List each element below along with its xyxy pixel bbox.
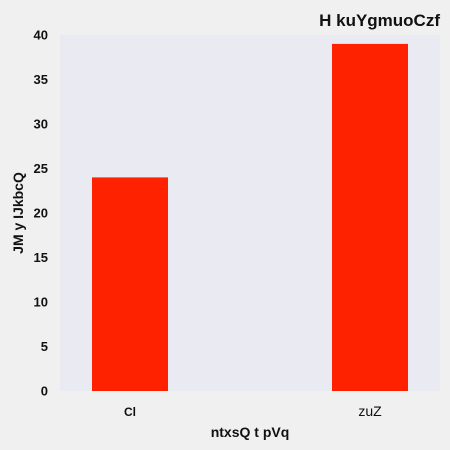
y-tick-label: 15 — [34, 250, 48, 265]
y-tick-label: 40 — [34, 28, 48, 43]
y-tick-label: 10 — [34, 295, 48, 310]
x-tick-label: zuZ — [358, 403, 382, 419]
y-tick-label: 35 — [34, 72, 48, 87]
bar-cl — [92, 177, 168, 391]
x-axis-ticks: Cl zuZ — [124, 403, 382, 419]
y-tick-label: 20 — [34, 206, 48, 221]
bars — [92, 43, 408, 392]
bar-zuz — [332, 43, 408, 392]
chart-title: H kuYgmuoCzf — [319, 11, 440, 30]
y-tick-label: 30 — [34, 117, 48, 132]
y-tick-label: 25 — [34, 161, 48, 176]
x-tick-label: Cl — [124, 405, 136, 419]
y-axis-ticks: 0 5 10 15 20 25 30 35 40 — [34, 28, 48, 399]
y-tick-label: 5 — [41, 339, 48, 354]
y-axis-label: JM y IJkbcQ — [10, 172, 26, 254]
x-axis-label: ntxsQ t pVq — [211, 424, 290, 440]
y-tick-label: 0 — [41, 384, 48, 399]
